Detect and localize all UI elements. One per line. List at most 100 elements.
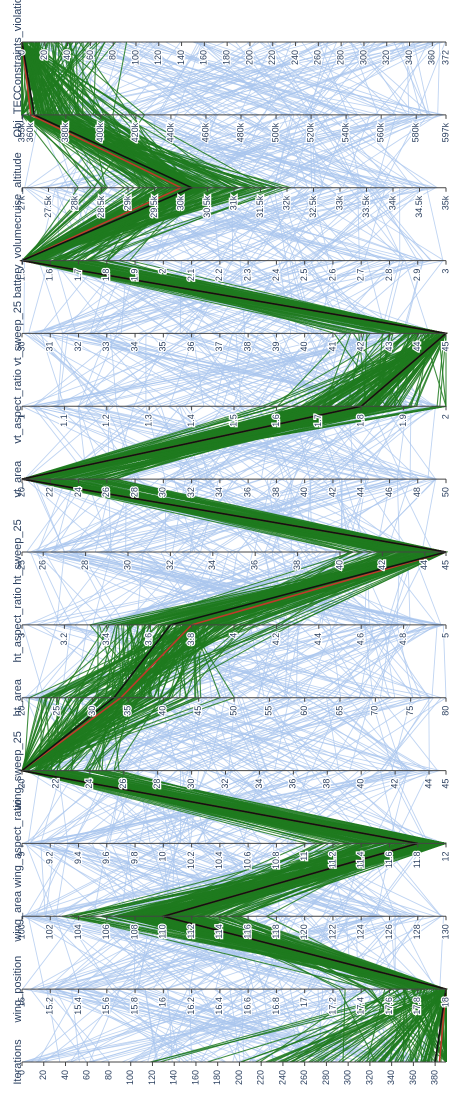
- tick-label: 540k: [341, 122, 351, 142]
- axis-Constraints_violation: 0 20 40 60 80 100 120 140 160 180 200 220 240 260 280 3…: [12, 0, 451, 93]
- axes-group: 0 20 40 60 80 100 120 140 160 180 200 220 240 260 280 3…: [12, 0, 451, 1086]
- tick-label: 30: [16, 341, 26, 351]
- tick-label: 28k: [69, 195, 79, 210]
- tick-label: 12: [440, 851, 450, 861]
- tick-label: 1.2: [101, 414, 111, 427]
- tick-label: 40: [334, 560, 344, 570]
- tick-label: 44: [356, 487, 366, 497]
- axis-title: ht_aspect_ratio: [12, 587, 24, 662]
- tick-label: 50: [228, 706, 238, 716]
- tick-label: 11.8: [412, 851, 422, 868]
- tick-label: 180: [222, 50, 232, 65]
- tick-label: 48: [412, 487, 422, 497]
- axis-ht_sweep_25: 25 26 28 30 32 34 36 38 40 42 44 45 ht_sweep_25: [12, 519, 451, 584]
- axis-title: Iterations: [12, 1039, 24, 1085]
- tick-label: 33: [101, 341, 111, 351]
- tick-label: 35: [158, 341, 168, 351]
- tick-label: 108: [129, 924, 139, 939]
- tick-label: 100: [16, 924, 26, 939]
- tick-label: 280: [336, 50, 346, 65]
- tick-label: 100: [125, 1070, 135, 1085]
- tick-label: 30: [122, 560, 132, 570]
- axis-title: ht_area: [12, 678, 24, 716]
- tick-label: 300: [343, 1070, 353, 1085]
- tick-label: 60: [85, 50, 95, 60]
- tick-label: 45: [440, 341, 450, 351]
- tick-label: 39: [271, 341, 281, 351]
- tick-label: 44: [423, 779, 433, 789]
- axis-Iterations: 0 20 40 60 80 100 120 140 160 180 200 220 240 260 280 3…: [12, 1039, 446, 1086]
- tick-label: 10: [158, 851, 168, 861]
- tick-label: 31k: [228, 195, 238, 210]
- tick-label: 1.7: [313, 414, 323, 427]
- tick-label: 25: [52, 706, 62, 716]
- tick-label: 2: [158, 269, 168, 274]
- axis-ht_aspect_ratio: 3 3.2 3.4 3.6 3.8 4 4.2 4.4 4.6 4.8 5 ht_aspect_rat…: [12, 587, 451, 662]
- axis-battery_volume: 1.5 1.6 1.7 1.8 1.9 2 2.1 2.2 2.3 2.4 2.5 2.6 2.7 2.8…: [12, 223, 451, 298]
- tick-label: 130: [440, 924, 450, 939]
- tick-label: 36: [186, 341, 196, 351]
- tick-label: 38: [243, 341, 253, 351]
- tick-label: 3.2: [59, 633, 69, 646]
- axis-title: battery_volume: [12, 223, 24, 298]
- tick-label: 36: [243, 487, 253, 497]
- tick-label: 340: [386, 1070, 396, 1085]
- tick-label: 40: [356, 779, 366, 789]
- tick-label: 1.3: [144, 414, 154, 427]
- axis-title: ht_sweep_25: [12, 519, 24, 584]
- tick-label: 9.6: [101, 851, 111, 864]
- tick-label: 355k: [16, 122, 26, 142]
- tick-label: 1.1: [59, 414, 69, 427]
- tick-label: 38: [271, 487, 281, 497]
- tick-label: 34: [214, 487, 224, 497]
- tick-label: 4.4: [313, 633, 323, 646]
- tick-label: 120: [299, 924, 309, 939]
- tick-label: 24: [84, 779, 94, 789]
- tick-label: 104: [73, 924, 83, 939]
- axis-title: wing_area: [12, 890, 24, 943]
- tick-label: 46: [384, 487, 394, 497]
- axis-wing_area: 100 102 104 106 108 110 112 114 116 118 120 122 124 1…: [12, 890, 451, 943]
- tick-label: 200: [234, 1070, 244, 1085]
- tick-label: 32k: [281, 195, 291, 210]
- tick-label: 360k: [25, 122, 35, 142]
- tick-label: 3: [440, 269, 450, 274]
- tick-label: 11.4: [356, 851, 366, 868]
- tick-label: 5: [440, 633, 450, 638]
- axis-title: Constraints_violation: [12, 0, 24, 93]
- tick-label: 580k: [411, 122, 421, 142]
- tick-label: 26: [38, 560, 48, 570]
- tick-label: 44: [412, 341, 422, 351]
- tick-label: 80: [108, 50, 118, 60]
- tick-label: 160: [190, 1070, 200, 1085]
- tick-label: 28: [152, 779, 162, 789]
- axis-ht_area: 20 25 30 35 40 45 50 55 60 65 70 75 80 ht_area: [12, 678, 451, 717]
- tick-label: 16.4: [214, 997, 224, 1015]
- tick-label: 15.4: [73, 997, 83, 1015]
- tick-label: 22: [50, 779, 60, 789]
- tick-label: 20: [16, 706, 26, 716]
- tick-label: 26: [118, 779, 128, 789]
- tick-label: 2.5: [299, 269, 309, 282]
- tick-label: 11.6: [384, 851, 394, 868]
- tick-label: 2.4: [271, 269, 281, 282]
- tick-label: 118: [271, 924, 281, 938]
- tick-label: 28.5k: [96, 195, 106, 218]
- tick-label: 0: [16, 50, 26, 55]
- tick-label: 9.4: [73, 851, 83, 864]
- tick-label: 106: [101, 924, 111, 939]
- tick-label: 1.8: [101, 269, 111, 282]
- tick-label: 10.8: [271, 851, 281, 869]
- axis-title: wing_aspect_ratio: [12, 799, 24, 889]
- tick-label: 30: [87, 706, 97, 716]
- axis-vt_area: 20 22 24 26 28 30 32 34 36 38 40 42 44 46 48 50 vt_area: [12, 460, 451, 498]
- axis-title: vt_sweep_25: [12, 301, 24, 366]
- tick-label: 280: [321, 1070, 331, 1085]
- tick-label: 220: [256, 1070, 266, 1085]
- tick-label: 44: [419, 560, 429, 570]
- tick-label: 3: [16, 633, 26, 638]
- tick-label: 2.7: [356, 269, 366, 282]
- tick-label: 260: [313, 50, 323, 65]
- tick-label: 180: [212, 1070, 222, 1085]
